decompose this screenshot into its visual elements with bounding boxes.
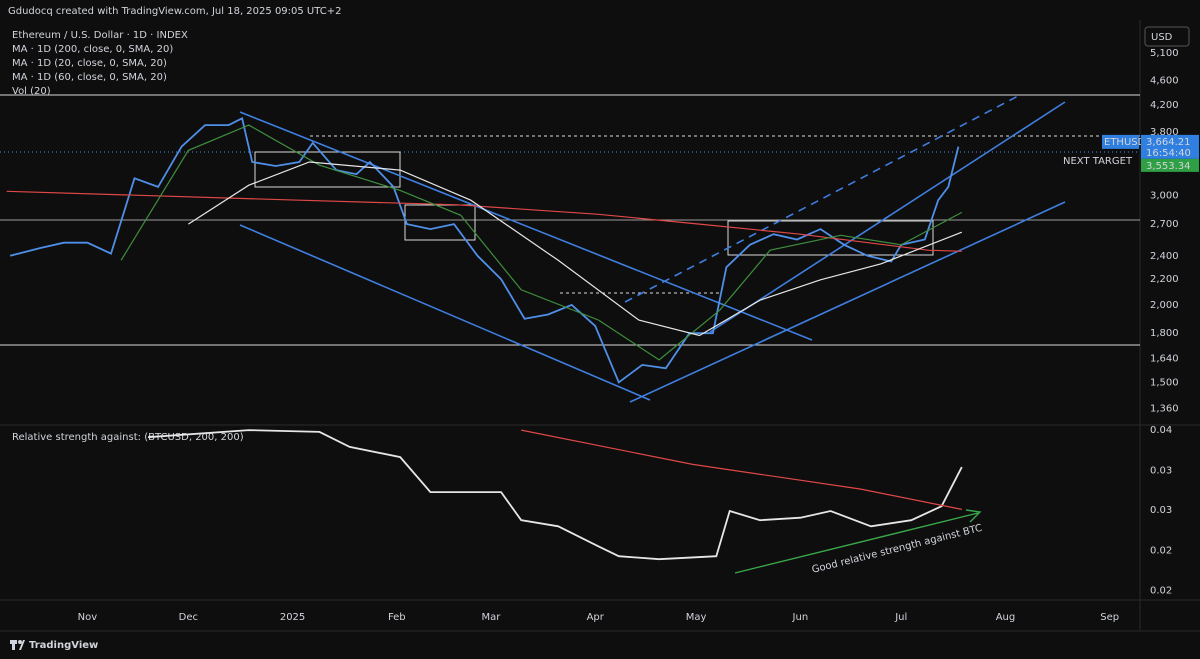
y-tick-label: 0.04 <box>1150 425 1172 436</box>
pane-title: Relative strength against: (BTCUSD, 200,… <box>12 432 244 443</box>
channel-line <box>629 201 1066 403</box>
y-tick-label: 1,360 <box>1150 404 1179 415</box>
y-tick-label: 3,800 <box>1150 127 1179 138</box>
x-tick-label: Jul <box>894 612 907 623</box>
y-tick-label: 1,500 <box>1150 377 1179 388</box>
legend-entry: Vol (20) <box>12 86 51 97</box>
price-tag <box>1141 158 1199 172</box>
x-tick-label: May <box>686 612 707 623</box>
x-tick-label: Apr <box>587 612 605 623</box>
channel-line <box>239 224 651 401</box>
range-box <box>404 204 476 241</box>
legend-entry: MA · 1D (20, close, 0, SMA, 20) <box>12 58 167 69</box>
price-tag-name-box <box>1102 134 1139 149</box>
currency-box <box>1144 26 1190 47</box>
brand-logo <box>10 640 25 650</box>
range-box <box>254 151 401 188</box>
chart-title: Ethereum / U.S. Dollar · 1D · INDEX <box>12 30 188 41</box>
y-tick-label: 2,700 <box>1150 219 1179 230</box>
brand: TradingView <box>29 640 98 651</box>
y-tick-label: 2,000 <box>1150 300 1179 311</box>
countdown: 16:54:40 <box>1146 148 1191 159</box>
series-line <box>147 429 963 561</box>
x-tick-label: Aug <box>996 612 1016 623</box>
series-line <box>6 190 962 252</box>
x-tick-label: Feb <box>388 612 406 623</box>
y-tick-label: 4,600 <box>1150 76 1179 87</box>
x-tick-label: Jun <box>792 612 809 623</box>
price-tag-name: ETHUSD <box>1104 137 1146 148</box>
range-box <box>727 220 934 256</box>
x-tick-label: Mar <box>482 612 502 623</box>
trend-arrow <box>734 512 979 574</box>
y-tick-label: 3,000 <box>1150 191 1179 202</box>
x-tick-label: 2025 <box>280 612 305 623</box>
price-tag-label: 3,664.21 <box>1146 137 1191 148</box>
series-line <box>9 116 960 384</box>
price-tag-label: 3,553.34 <box>1146 161 1191 172</box>
channel-line <box>239 111 813 341</box>
x-tick-label: Dec <box>179 612 198 623</box>
legend-entry: MA · 1D (60, close, 0, SMA, 20) <box>12 72 167 83</box>
y-tick-label: 0.03 <box>1150 465 1172 476</box>
series-line <box>120 124 963 361</box>
y-tick-label: 0.03 <box>1150 505 1172 516</box>
x-tick-label: Sep <box>1100 612 1119 623</box>
y-tick-label: 4,200 <box>1150 100 1179 111</box>
channel-line-dashed <box>624 94 1021 303</box>
y-tick-label: 0.02 <box>1150 586 1172 597</box>
series-line <box>521 429 962 510</box>
y-tick-label: 0.02 <box>1150 545 1172 556</box>
series-line <box>187 161 963 337</box>
price-tag <box>1141 134 1199 159</box>
channel-line <box>709 101 1066 333</box>
arrow-head <box>965 509 982 523</box>
legend-entry: MA · 1D (200, close, 0, SMA, 20) <box>12 44 173 55</box>
annotation: Good relative strength against BTC <box>811 523 984 576</box>
currency: USD <box>1151 32 1173 43</box>
annotation: NEXT TARGET <box>1063 156 1133 167</box>
y-tick-label: 2,200 <box>1150 274 1179 285</box>
x-tick-label: Nov <box>78 612 98 623</box>
y-tick-label: 1,640 <box>1150 353 1179 364</box>
attribution: Gdudocq created with TradingView.com, Ju… <box>8 6 342 17</box>
y-tick-label: 5,100 <box>1150 48 1179 59</box>
y-tick-label: 2,400 <box>1150 251 1179 262</box>
y-tick-label: 1,800 <box>1150 328 1179 339</box>
